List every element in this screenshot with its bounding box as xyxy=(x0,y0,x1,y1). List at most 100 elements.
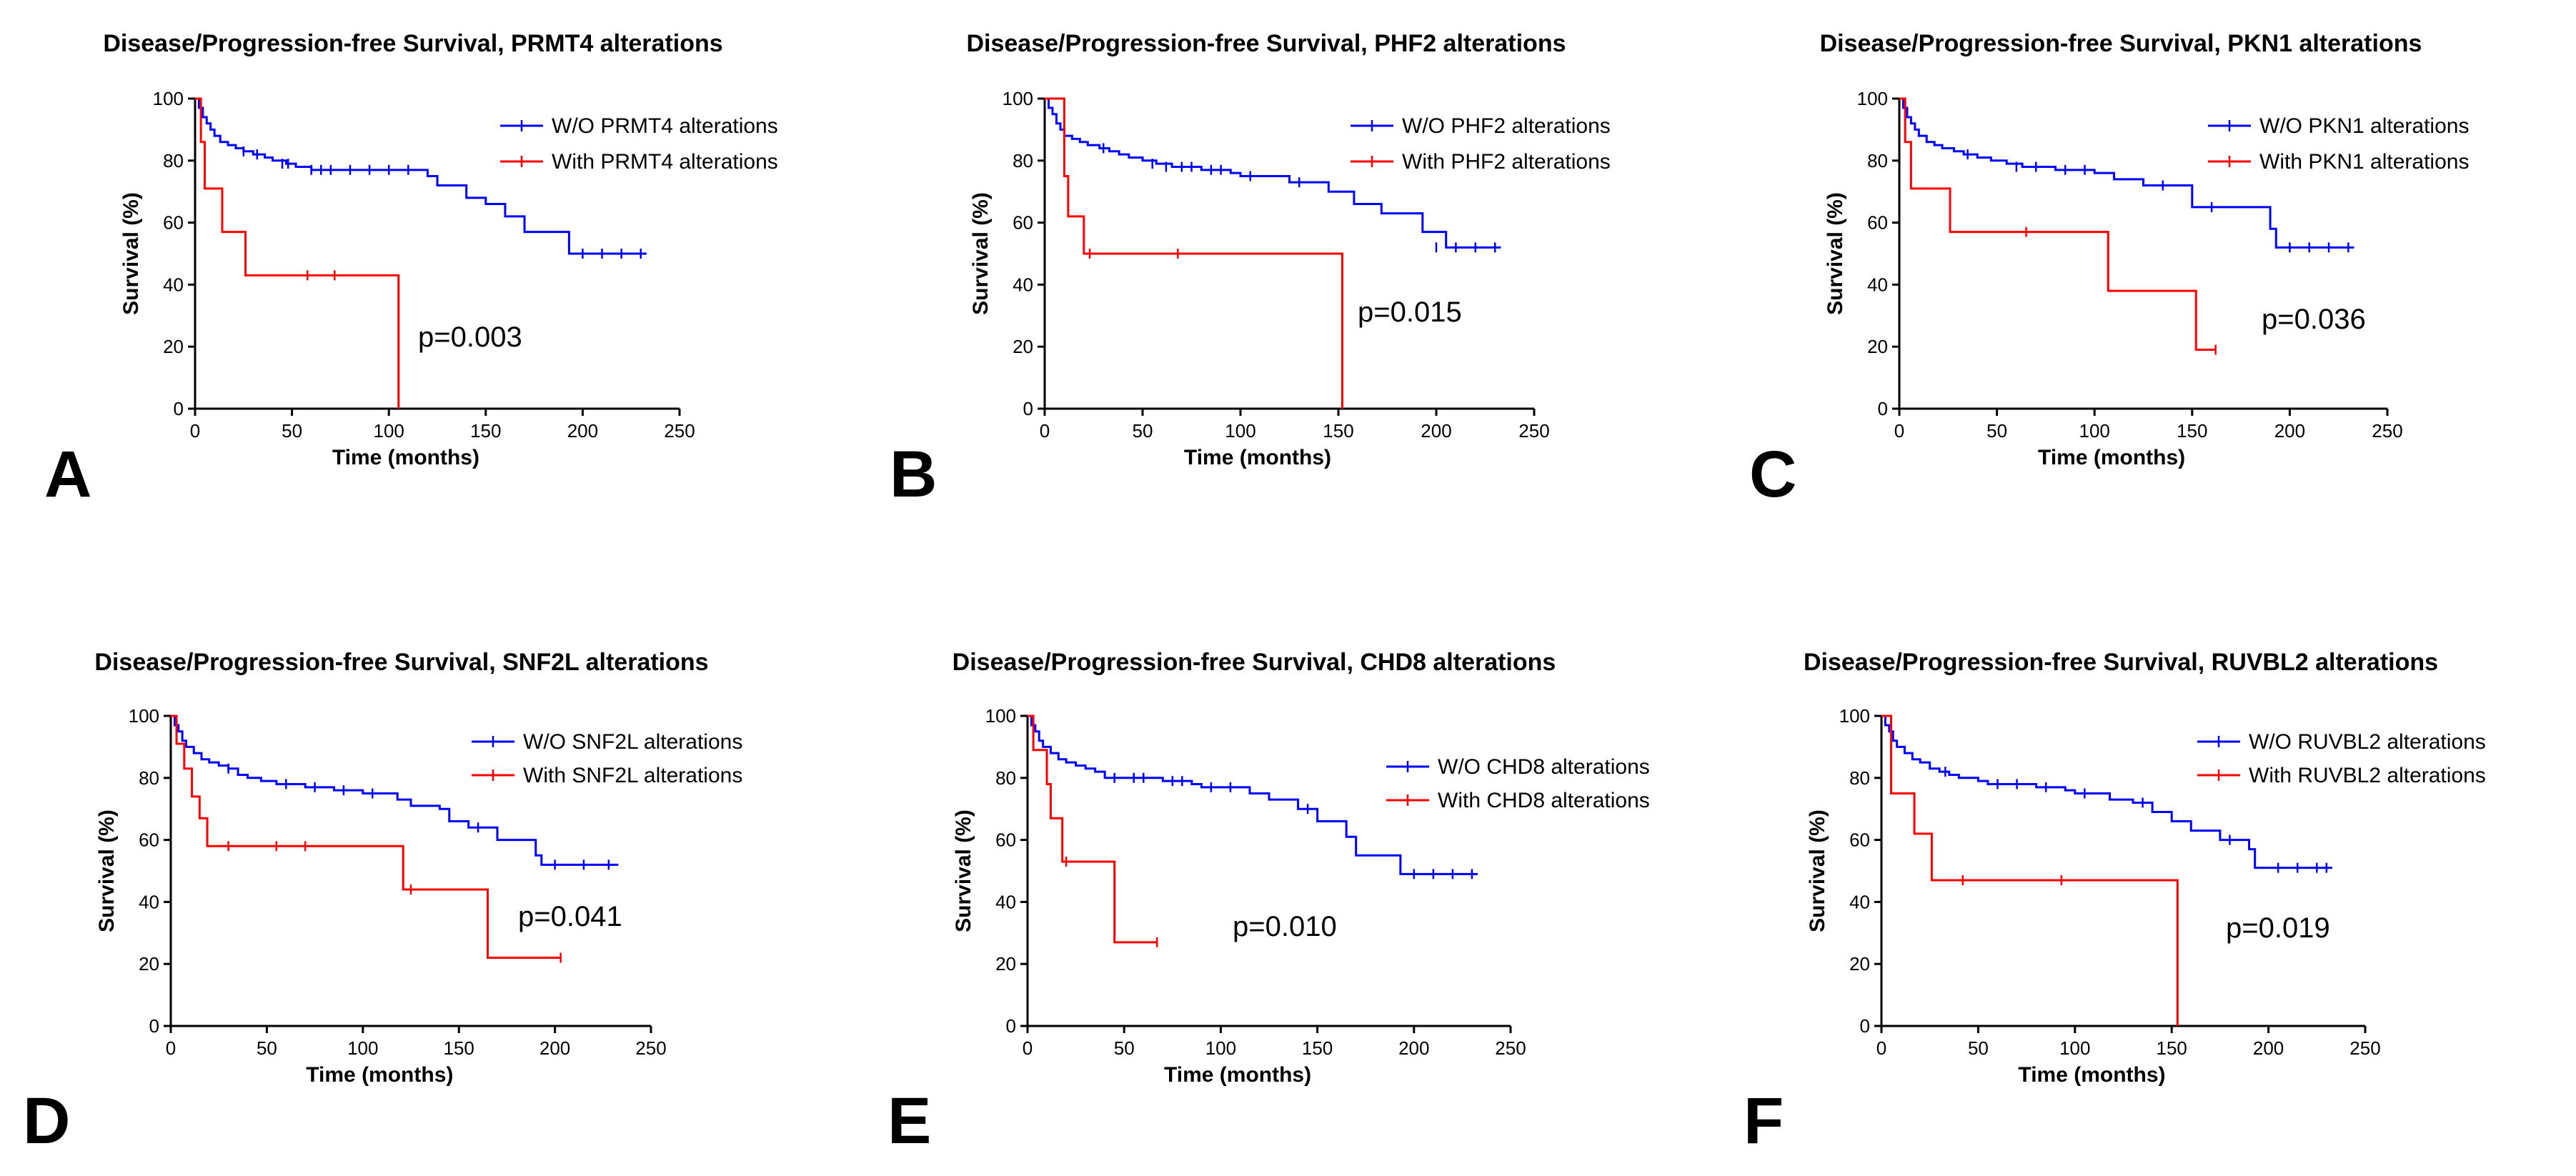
y-tick-label: 80 xyxy=(995,767,1016,789)
y-tick-label: 40 xyxy=(1013,274,1033,295)
y-axis-label: Survival (%) xyxy=(95,809,119,932)
x-tick-label: 250 xyxy=(2349,1037,2380,1059)
survival-curve-without xyxy=(1045,97,1501,249)
panel-c: Disease/Progression-free Survival, PKN1 … xyxy=(1749,30,2469,511)
x-tick-label: 100 xyxy=(347,1037,378,1059)
x-tick-label: 0 xyxy=(190,420,200,442)
survival-curve-with xyxy=(1899,97,2216,352)
y-tick-label: 20 xyxy=(1013,336,1033,357)
y-tick-label: 60 xyxy=(1013,212,1033,234)
legend-label: W/O PHF2 alterations xyxy=(1402,114,1611,138)
x-tick-label: 150 xyxy=(2157,1037,2187,1059)
legend-label: With PRMT4 alterations xyxy=(552,150,778,174)
survival-curve-without xyxy=(1028,714,1478,875)
y-tick-label: 0 xyxy=(1006,1015,1016,1037)
x-tick-label: 200 xyxy=(2253,1037,2284,1059)
x-axis-label: Time (months) xyxy=(1164,1063,1311,1087)
p-value-label: p=0.015 xyxy=(1358,297,1462,328)
y-tick-label: 40 xyxy=(1867,274,1888,295)
y-tick-label: 40 xyxy=(163,274,184,295)
p-value-label: p=0.041 xyxy=(518,901,622,932)
y-tick-label: 100 xyxy=(153,88,184,109)
y-tick-label: 60 xyxy=(995,829,1016,851)
legend-label: With PHF2 alterations xyxy=(1402,150,1611,174)
x-tick-label: 200 xyxy=(1421,420,1451,442)
y-tick-label: 60 xyxy=(1849,829,1870,851)
panel-b: Disease/Progression-free Survival, PHF2 … xyxy=(890,30,1611,511)
y-tick-label: 60 xyxy=(1867,212,1888,234)
x-tick-label: 250 xyxy=(664,420,695,442)
x-tick-label: 0 xyxy=(1040,420,1050,442)
y-tick-label: 60 xyxy=(163,212,184,234)
survival-curve-with xyxy=(171,714,561,960)
x-tick-label: 0 xyxy=(1876,1037,1886,1059)
y-tick-label: 100 xyxy=(1857,88,1888,109)
x-axis-label: Time (months) xyxy=(2038,446,2185,469)
p-value-label: p=0.019 xyxy=(2226,912,2330,944)
p-value-label: p=0.003 xyxy=(418,322,522,353)
y-tick-label: 40 xyxy=(139,891,159,912)
y-tick-label: 60 xyxy=(139,829,159,851)
p-value-label: p=0.036 xyxy=(2262,304,2366,335)
y-tick-label: 0 xyxy=(1023,398,1033,419)
survival-curve-with xyxy=(1881,714,2179,1026)
legend-label: W/O PKN1 alterations xyxy=(2259,114,2469,138)
x-tick-label: 50 xyxy=(1968,1037,1989,1059)
panel-f: Disease/Progression-free Survival, RUVBL… xyxy=(1744,649,2486,1157)
y-tick-label: 20 xyxy=(1867,336,1888,357)
panel-letter: F xyxy=(1744,1085,1784,1157)
y-tick-label: 80 xyxy=(163,150,184,171)
x-tick-label: 150 xyxy=(2177,420,2207,442)
x-axis-label: Time (months) xyxy=(1184,446,1331,469)
survival-curve-without xyxy=(1881,714,2332,869)
legend-label: W/O RUVBL2 alterations xyxy=(2249,730,2486,754)
y-tick-label: 40 xyxy=(995,891,1016,912)
y-tick-label: 100 xyxy=(1003,88,1033,109)
y-tick-label: 0 xyxy=(149,1015,159,1037)
y-tick-label: 0 xyxy=(174,398,184,419)
legend-label: With PKN1 alterations xyxy=(2259,150,2469,174)
y-axis-label: Survival (%) xyxy=(952,809,975,932)
panel-letter: A xyxy=(44,438,91,511)
x-tick-label: 50 xyxy=(1114,1037,1135,1059)
x-axis-label: Time (months) xyxy=(306,1063,453,1087)
survival-curve-with xyxy=(1045,97,1343,409)
legend-label: With SNF2L alterations xyxy=(523,764,742,787)
survival-curve-with xyxy=(195,97,400,409)
panel-letter: D xyxy=(23,1085,70,1157)
y-tick-label: 100 xyxy=(129,705,159,727)
legend-label: W/O CHD8 alterations xyxy=(1438,755,1650,779)
x-tick-label: 0 xyxy=(1894,420,1904,442)
panel-title: Disease/Progression-free Survival, CHD8 … xyxy=(953,649,1556,676)
x-tick-label: 50 xyxy=(1133,420,1153,442)
survival-curve-without xyxy=(195,97,647,255)
x-tick-label: 200 xyxy=(567,420,598,442)
x-tick-label: 200 xyxy=(2274,420,2305,442)
y-tick-label: 80 xyxy=(139,767,159,789)
y-tick-label: 80 xyxy=(1867,150,1888,171)
panel-title: Disease/Progression-free Survival, PHF2 … xyxy=(966,30,1566,57)
legend-label: W/O PRMT4 alterations xyxy=(552,114,778,138)
panel-letter: E xyxy=(887,1085,931,1157)
legend-label: With CHD8 alterations xyxy=(1438,789,1650,812)
panel-title: Disease/Progression-free Survival, RUVBL… xyxy=(1804,649,2438,676)
panel-e: Disease/Progression-free Survival, CHD8 … xyxy=(887,649,1650,1157)
y-tick-label: 80 xyxy=(1013,150,1033,171)
y-tick-label: 0 xyxy=(1860,1015,1870,1037)
y-tick-label: 0 xyxy=(1878,398,1888,419)
x-tick-label: 200 xyxy=(539,1037,570,1059)
survival-curve-without xyxy=(1899,97,2354,249)
y-tick-label: 80 xyxy=(1849,767,1870,789)
x-tick-label: 0 xyxy=(1023,1037,1033,1059)
x-tick-label: 200 xyxy=(1398,1037,1429,1059)
x-tick-label: 50 xyxy=(1986,420,2007,442)
x-tick-label: 150 xyxy=(444,1037,474,1059)
p-value-label: p=0.010 xyxy=(1233,911,1337,942)
x-tick-label: 100 xyxy=(2079,420,2110,442)
x-tick-label: 250 xyxy=(2372,420,2402,442)
y-axis-label: Survival (%) xyxy=(1806,809,1829,932)
y-axis-label: Survival (%) xyxy=(1824,192,1847,315)
x-tick-label: 100 xyxy=(2059,1037,2090,1059)
y-tick-label: 40 xyxy=(1849,891,1870,912)
